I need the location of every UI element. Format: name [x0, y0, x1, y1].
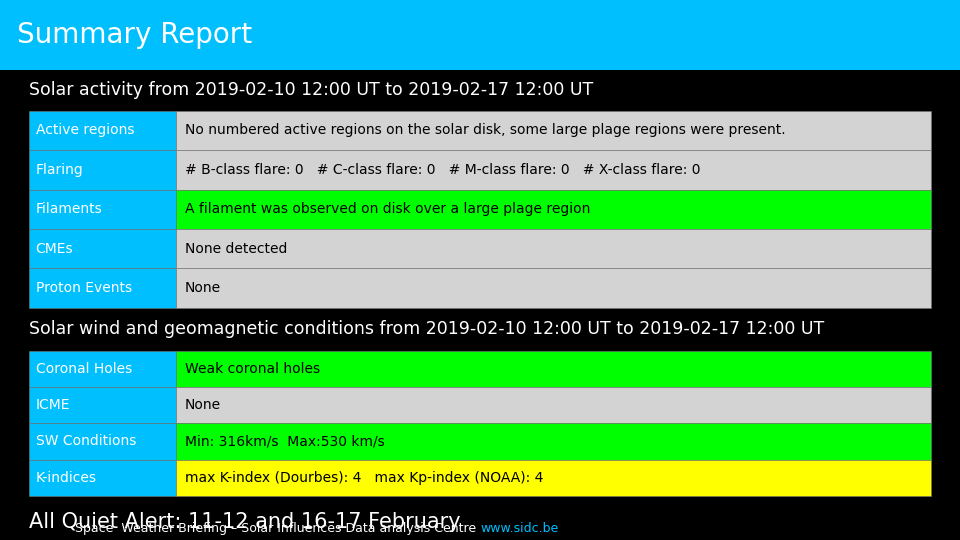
- Bar: [176, 387, 931, 423]
- Bar: [176, 150, 931, 190]
- Bar: [176, 268, 931, 308]
- Text: None: None: [184, 281, 221, 295]
- Text: Weak coronal holes: Weak coronal holes: [184, 362, 320, 376]
- Text: Flaring: Flaring: [36, 163, 84, 177]
- Text: Active regions: Active regions: [36, 124, 134, 137]
- Bar: [29, 423, 176, 460]
- Text: None: None: [184, 399, 221, 412]
- Bar: [176, 460, 931, 496]
- Bar: [176, 351, 931, 387]
- Text: All Quiet Alert: 11-12 and 16-17 February: All Quiet Alert: 11-12 and 16-17 Februar…: [29, 512, 461, 532]
- Text: Solar activity from 2019-02-10 12:00 UT to 2019-02-17 12:00 UT: Solar activity from 2019-02-10 12:00 UT …: [29, 82, 593, 99]
- Bar: [0, 0, 960, 70]
- Bar: [176, 423, 931, 460]
- Bar: [29, 229, 176, 268]
- Text: www.sidc.be: www.sidc.be: [480, 522, 559, 535]
- Bar: [29, 387, 176, 423]
- Text: CMEs: CMEs: [36, 242, 73, 255]
- Text: Coronal Holes: Coronal Holes: [36, 362, 132, 376]
- Bar: [29, 268, 176, 308]
- Bar: [29, 351, 176, 387]
- Text: Space  Weather Briefing – Solar Influences Data analysis Centre: Space Weather Briefing – Solar Influence…: [75, 522, 480, 535]
- Text: K-indices: K-indices: [36, 471, 97, 484]
- Text: No numbered active regions on the solar disk, some large plage regions were pres: No numbered active regions on the solar …: [184, 124, 785, 137]
- Text: A filament was observed on disk over a large plage region: A filament was observed on disk over a l…: [184, 202, 589, 216]
- Bar: [29, 460, 176, 496]
- Text: None detected: None detected: [184, 242, 287, 255]
- Bar: [29, 190, 176, 229]
- Text: max K-index (Dourbes): 4   max Kp-index (NOAA): 4: max K-index (Dourbes): 4 max Kp-index (N…: [184, 471, 543, 484]
- Bar: [29, 111, 176, 150]
- Text: Proton Events: Proton Events: [36, 281, 132, 295]
- Bar: [176, 111, 931, 150]
- Text: ICME: ICME: [36, 399, 70, 412]
- Text: SW Conditions: SW Conditions: [36, 435, 136, 448]
- Bar: [176, 190, 931, 229]
- Bar: [29, 150, 176, 190]
- Text: # B-class flare: 0   # C-class flare: 0   # M-class flare: 0   # X-class flare: : # B-class flare: 0 # C-class flare: 0 # …: [184, 163, 700, 177]
- Text: Min: 316km/s  Max:530 km/s: Min: 316km/s Max:530 km/s: [184, 435, 384, 448]
- Text: Summary Report: Summary Report: [17, 21, 252, 49]
- Bar: [176, 229, 931, 268]
- Text: Solar wind and geomagnetic conditions from 2019-02-10 12:00 UT to 2019-02-17 12:: Solar wind and geomagnetic conditions fr…: [29, 320, 824, 339]
- Text: Filaments: Filaments: [36, 202, 103, 216]
